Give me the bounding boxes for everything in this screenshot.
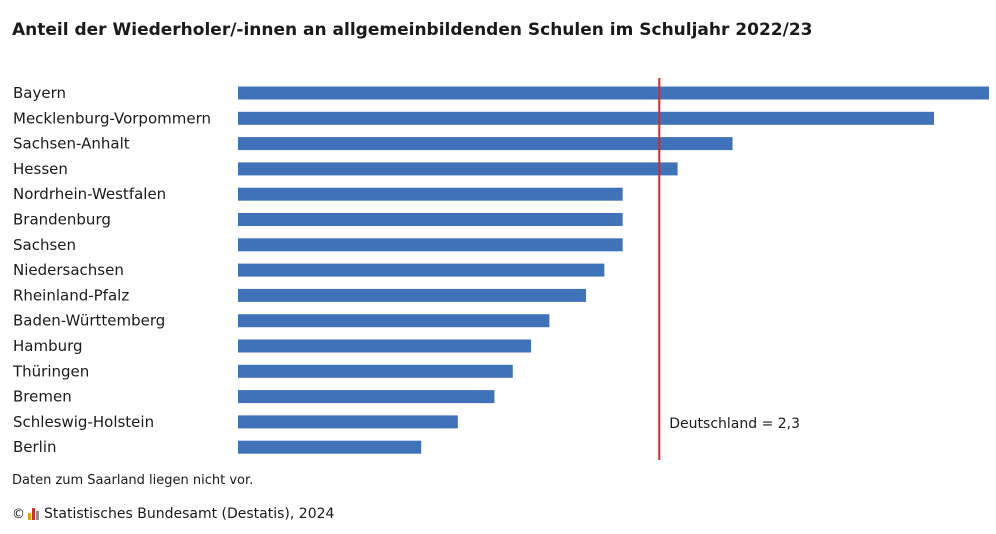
bar [238, 162, 678, 176]
bar [238, 111, 935, 125]
category-label: Baden-Württemberg [13, 312, 165, 330]
bar [238, 213, 623, 226]
bar [238, 86, 989, 100]
category-label: Mecklenburg-Vorpommern [13, 109, 211, 127]
source-footer: © Statistisches Bundesamt (Destatis), 20… [12, 506, 334, 522]
bar [238, 415, 458, 429]
logo-bar-1 [28, 513, 31, 520]
category-labels: Bayern Mecklenburg-Vorpommern Sachsen-Anha… [12, 84, 211, 456]
bar [238, 364, 513, 378]
bar [238, 137, 733, 151]
category-label: Niedersachsen [13, 261, 124, 279]
category-label: Thüringen [12, 362, 89, 380]
footnote: Daten zum Saarland liegen nicht vor. [12, 473, 254, 488]
chart-title: Anteil der Wiederholer/-innen an allgeme… [12, 20, 813, 40]
destatis-logo-icon [28, 508, 39, 520]
bar [238, 314, 550, 328]
category-label: Bayern [13, 84, 66, 102]
logo-bar-3 [36, 511, 39, 520]
reference-line-label: Deutschland = 2,3 [669, 416, 800, 432]
category-label: Hessen [13, 160, 68, 178]
source-text: Statistisches Bundesamt (Destatis), 2024 [44, 506, 335, 522]
category-label: Sachsen-Anhalt [13, 135, 130, 153]
copyright-symbol: © [12, 506, 25, 522]
category-label: Hamburg [13, 337, 83, 355]
bar [238, 390, 495, 404]
bar [238, 263, 605, 277]
bar [238, 339, 532, 353]
bar [238, 187, 623, 201]
bar [238, 440, 422, 454]
category-label: Nordrhein-Westfalen [13, 185, 166, 203]
bar [238, 288, 587, 302]
reference-line-group: Deutschland = 2,3 [658, 78, 800, 460]
bars [238, 86, 989, 454]
category-label: Berlin [13, 438, 57, 456]
logo-bar-2 [32, 508, 35, 520]
category-label: Bremen [13, 388, 72, 406]
bar-chart: Bayern Mecklenburg-Vorpommern Sachsen-Anha… [12, 78, 989, 460]
category-label: Sachsen [13, 236, 76, 254]
category-label: Rheinland-Pfalz [13, 286, 129, 304]
bar [238, 238, 623, 252]
category-label: Brandenburg [13, 211, 111, 229]
category-label: Schleswig-Holstein [13, 413, 154, 431]
